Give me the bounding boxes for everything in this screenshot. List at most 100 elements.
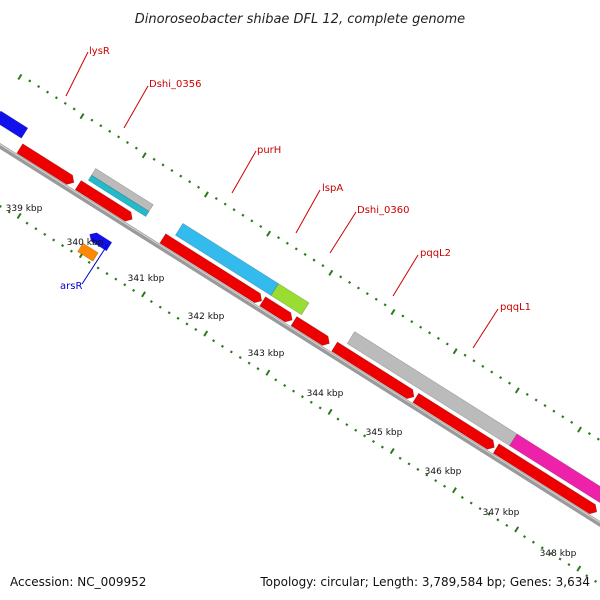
minor-tick (356, 286, 360, 290)
minor-tick (567, 563, 571, 567)
minor-tick (229, 350, 233, 354)
minor-tick (401, 314, 405, 318)
minor-tick (339, 275, 343, 279)
minor-tick (561, 415, 565, 419)
minor-tick (170, 168, 174, 173)
minor-tick (96, 266, 100, 270)
minor-tick (256, 367, 260, 371)
major-tick (16, 212, 22, 220)
minor-tick (434, 479, 438, 483)
minor-tick (259, 224, 263, 228)
minor-tick (114, 277, 118, 281)
minor-tick (348, 280, 352, 284)
kbp-label-344: 344 kbp (307, 389, 344, 399)
minor-tick (250, 219, 254, 223)
minor-tick (214, 196, 218, 201)
minor-tick (161, 163, 165, 167)
gene-label-purH: purH (257, 145, 281, 156)
minor-tick (523, 535, 527, 539)
minor-tick (54, 96, 58, 100)
minor-tick (525, 392, 529, 396)
kbp-labels: 339 kbp 340 kbp 341 kbp 342 kbp 343 kbp … (6, 204, 577, 559)
minor-tick (197, 185, 201, 189)
minor-tick (505, 523, 509, 527)
minor-tick (238, 355, 242, 360)
minor-tick (558, 557, 562, 561)
major-tick (328, 269, 334, 276)
major-tick (141, 291, 146, 298)
leader-line-3 (295, 189, 321, 234)
minor-tick (469, 501, 473, 505)
gene-labels: lysR Dshi_0356 purH lspA Dshi_0360 pqqL2… (60, 46, 531, 313)
minor-tick (87, 260, 91, 264)
major-tick (79, 113, 85, 120)
minor-tick (0, 204, 2, 208)
feature-red-5 (290, 316, 330, 346)
kbp-label-347: 347 kbp (483, 508, 520, 518)
major-tick (576, 565, 582, 572)
minor-tick (43, 232, 47, 236)
minor-tick (428, 331, 432, 335)
minor-tick (552, 409, 556, 413)
minor-tick (194, 328, 198, 332)
minor-tick (46, 90, 50, 94)
minor-tick (410, 320, 414, 324)
feature-dshi-0356-b (87, 174, 150, 218)
minor-tick (149, 300, 153, 304)
feature-red-7 (412, 392, 495, 450)
minor-tick (276, 236, 281, 240)
minor-tick (445, 342, 449, 346)
kbp-label-346: 346 kbp (425, 467, 462, 477)
gene-label-arsR: arsR (60, 281, 82, 292)
gene-label-lysR: lysR (89, 46, 110, 57)
minor-tick (232, 208, 236, 212)
minor-tick (365, 292, 369, 296)
minor-tick (416, 467, 420, 471)
minor-tick (179, 174, 183, 178)
minor-tick (481, 364, 485, 368)
minor-tick (117, 135, 121, 139)
label-leaders (65, 51, 499, 349)
gene-label-lspA: lspA (322, 183, 343, 194)
feature-red-2 (74, 180, 133, 222)
minor-tick (294, 247, 298, 251)
minor-tick (478, 507, 482, 511)
major-tick (266, 230, 272, 237)
major-tick (327, 408, 333, 415)
minor-tick (34, 227, 38, 231)
major-tick (141, 152, 147, 159)
backbone-line (0, 143, 600, 527)
kbp-label-343: 343 kbp (248, 349, 285, 359)
minor-tick (37, 85, 41, 89)
minor-tick (152, 157, 156, 161)
minor-tick (585, 574, 589, 578)
map-title: Dinoroseobacter shibae DFL 12, complete … (135, 12, 465, 27)
minor-tick (436, 336, 440, 340)
minor-tick (321, 264, 325, 268)
minor-tick (28, 79, 32, 83)
major-tick (452, 348, 458, 355)
minor-tick (241, 213, 245, 217)
minor-tick (90, 118, 94, 122)
feature-pqql1 (509, 433, 600, 504)
minor-tick (52, 238, 56, 242)
minor-tick (419, 325, 423, 329)
minor-tick (374, 297, 378, 301)
leader-line-0 (65, 51, 89, 97)
accession-text: Accession: NC_009952 (10, 575, 146, 589)
kbp-label-342: 342 kbp (188, 312, 225, 322)
leader-line-4 (329, 211, 357, 254)
minor-tick (496, 518, 500, 522)
minor-tick (72, 107, 76, 111)
minor-tick (61, 244, 65, 248)
major-tick (389, 447, 395, 455)
minor-tick (274, 378, 278, 382)
minor-tick (123, 283, 127, 287)
feature-lspa (270, 283, 310, 316)
feature-arsr-orange (77, 242, 99, 262)
major-tick (452, 487, 457, 494)
leader-line-6 (472, 308, 499, 349)
minor-tick (300, 395, 304, 399)
minor-tick (69, 249, 73, 253)
minor-tick (531, 540, 535, 544)
